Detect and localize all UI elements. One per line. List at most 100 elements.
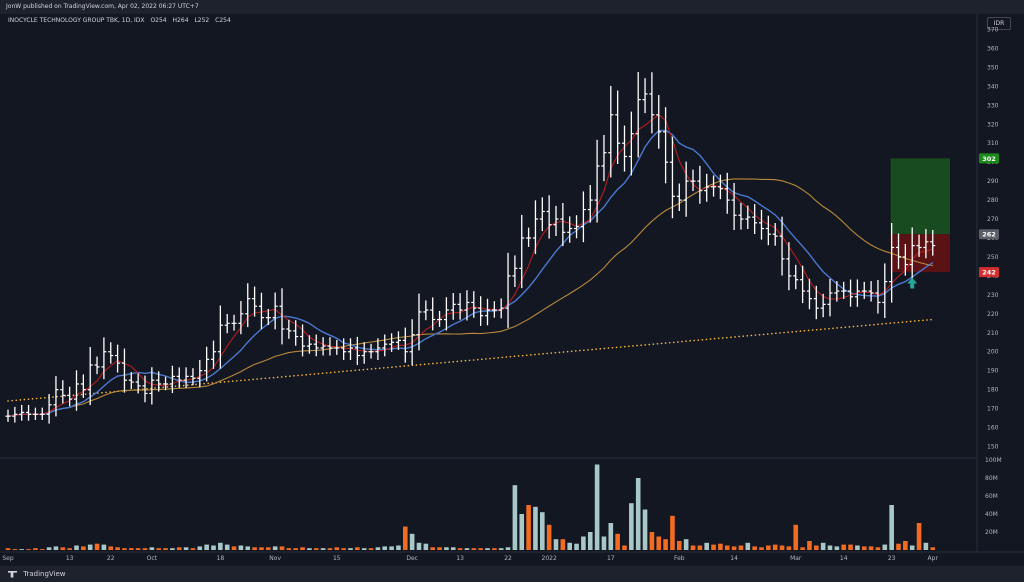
symbol-legend[interactable]: INOCYCLE TECHNOLOGY GROUP TBK, 1D, IDX O… (8, 17, 235, 24)
ohlc-bar (368, 343, 374, 359)
ohlc-bar (909, 227, 915, 281)
ohlc-bar (806, 278, 812, 310)
ohlc-bar (800, 265, 806, 304)
volume-bar (252, 547, 257, 550)
volume-bar (33, 548, 38, 550)
ohlc-bar (498, 298, 504, 319)
volume-bar (389, 546, 394, 550)
volume-bar (416, 542, 422, 550)
volume-bar (170, 548, 175, 550)
ma-dotted-line (7, 318, 934, 402)
volume-bar (546, 524, 552, 550)
time-tick-label: 17 (607, 555, 615, 562)
publish-info-bar: JonW published on TradingView.com, Apr 0… (0, 0, 1024, 14)
open-value: O254 (150, 17, 167, 24)
time-tick-label: 22 (107, 555, 115, 562)
currency-badge[interactable]: IDR (987, 17, 1011, 30)
time-tick-label: Oct (147, 555, 158, 562)
price-chart[interactable]: 1501601701801902002102202302402502602702… (0, 14, 1024, 566)
ohlc-bar (902, 243, 908, 276)
ohlc-bar (53, 376, 59, 417)
price-tick-label: 250 (987, 254, 999, 261)
footer-bar: TradingView (0, 566, 1024, 582)
close-value: C254 (215, 17, 231, 24)
ohlc-bar (635, 72, 641, 158)
volume-bar (94, 543, 100, 550)
ohlc-bar (389, 333, 395, 352)
ohlc-bar (245, 283, 251, 328)
ohlc-bar (642, 78, 648, 114)
ohlc-bar (580, 191, 586, 243)
volume-bar (889, 505, 894, 550)
volume-bar (807, 541, 812, 550)
volume-bar (272, 546, 278, 550)
price-tick-label: 180 (987, 387, 999, 394)
volume-bar (704, 542, 709, 550)
ohlc-bar (361, 342, 367, 364)
volume-bar (224, 544, 230, 550)
ohlc-bar (26, 404, 32, 421)
volume-bar (820, 542, 826, 550)
volume-bar (245, 546, 251, 550)
ohlc-bar (834, 281, 840, 302)
ohlc-bar (457, 293, 463, 320)
volume-bar (560, 539, 566, 550)
ohlc-bar (46, 393, 52, 424)
ohlc-bar (300, 324, 306, 357)
low-value: L252 (194, 17, 210, 24)
volume-bar (313, 548, 319, 550)
ohlc-bar (334, 339, 340, 355)
ohlc-bar (80, 374, 86, 398)
volume-bar (5, 548, 11, 550)
ohlc-bar (889, 222, 895, 303)
volume-bar (629, 503, 634, 550)
ohlc-bar (519, 214, 525, 289)
time-tick-label: 22 (504, 555, 512, 562)
ohlc-bar (875, 279, 881, 314)
ohlc-bar (5, 409, 11, 422)
volume-bar (334, 547, 340, 550)
ohlc-bar (279, 288, 285, 345)
volume-bar (464, 548, 470, 550)
ohlc-bar (526, 227, 532, 247)
ohlc-bar (74, 370, 79, 411)
volume-bar (834, 546, 840, 550)
volume-bar (293, 548, 298, 550)
volume-tick-label: 100M (985, 457, 1002, 464)
ohlc-bar (12, 406, 18, 423)
volume-bar (122, 548, 127, 550)
volume-bar (39, 549, 45, 550)
ohlc-bar (149, 367, 155, 405)
ohlc-bar (286, 319, 292, 339)
volume-bar (697, 545, 703, 550)
ohlc-bar (252, 286, 258, 317)
ohlc-bar (258, 292, 264, 330)
ohlc-bar (765, 215, 771, 246)
volume-bar (827, 545, 833, 550)
price-label-text: 302 (982, 155, 996, 163)
ohlc-bar (348, 338, 353, 360)
volume-bar (60, 547, 66, 550)
volume-bar (485, 548, 490, 550)
time-tick-label: 13 (456, 555, 464, 562)
time-tick-label: Apr (928, 555, 939, 562)
time-tick-label: Dec (406, 555, 418, 562)
volume-bar (683, 539, 689, 550)
volume-bar (183, 547, 189, 550)
price-tick-label: 310 (987, 140, 999, 147)
price-tick-label: 190 (987, 368, 999, 375)
volume-bar (279, 546, 285, 550)
volume-bar (896, 543, 901, 550)
volume-bar (382, 546, 388, 550)
volume-bar (204, 544, 209, 550)
price-tick-label: 320 (987, 121, 999, 128)
volume-bar (540, 512, 545, 550)
ohlc-bar (313, 334, 319, 357)
brand-label: TradingView (23, 570, 66, 578)
ohlc-bar (67, 386, 73, 407)
volume-bar (348, 548, 353, 550)
ohlc-bar (594, 139, 600, 223)
volume-bar (916, 523, 922, 550)
time-tick-label: 15 (333, 555, 341, 562)
volume-bar (19, 549, 24, 550)
